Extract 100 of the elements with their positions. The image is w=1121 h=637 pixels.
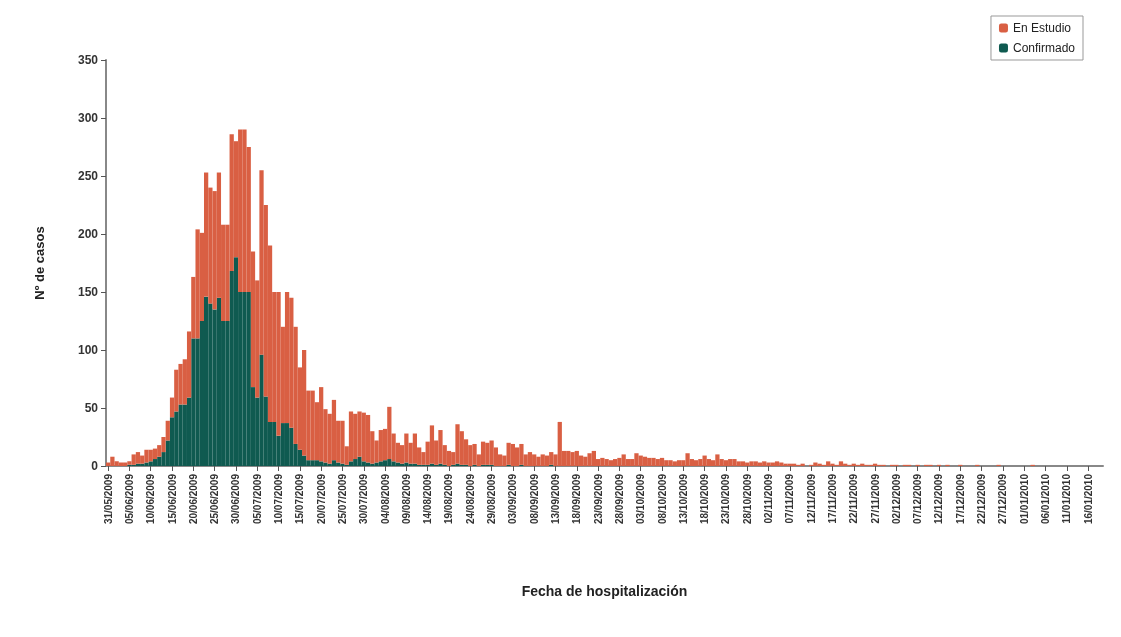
x-tick-label: 20/06/2009 (187, 473, 199, 525)
bar (429, 425, 435, 464)
bar (736, 461, 741, 466)
x-tick-label: 18/10/2009 (699, 473, 711, 525)
bar (838, 461, 844, 466)
y-tick-label: 150 (77, 285, 99, 299)
bar (800, 463, 805, 466)
bar (310, 460, 315, 466)
bar (702, 455, 707, 466)
x-tick-label: 25/06/2009 (209, 473, 221, 525)
bar (289, 427, 294, 466)
bar (301, 350, 307, 456)
y-tick-label: 100 (77, 343, 99, 357)
bar (144, 462, 149, 466)
bar (557, 421, 562, 466)
bar (284, 292, 290, 424)
x-tick-label: 27/11/2009 (869, 473, 881, 524)
bar (485, 442, 490, 465)
bar (706, 459, 712, 466)
bar (276, 292, 281, 436)
x-tick-label: 25/07/2009 (336, 473, 348, 525)
x-tick-label: 10/07/2009 (273, 473, 285, 525)
bar (608, 460, 614, 466)
x-tick-label: 17/11/2009 (826, 473, 838, 524)
bar (348, 411, 354, 462)
bar (826, 461, 831, 466)
x-tick-label: 12/12/2009 (933, 473, 945, 525)
bar (766, 462, 771, 466)
bar (540, 454, 545, 466)
bar (195, 229, 200, 339)
bar (331, 399, 337, 461)
bar (178, 404, 183, 466)
bar (378, 461, 383, 466)
bar (489, 440, 494, 465)
bar (740, 461, 746, 466)
bar (319, 387, 324, 462)
bar (374, 462, 379, 466)
bar (591, 450, 596, 466)
legend-label: En Estudio (1012, 21, 1072, 35)
bar (242, 129, 247, 292)
bar (361, 412, 366, 462)
x-tick-label: 01/01/2010 (1018, 473, 1030, 525)
bar (340, 463, 345, 466)
bar (148, 449, 153, 462)
x-tick-label: 31/05/2009 (102, 473, 114, 525)
bar (131, 454, 136, 465)
bar (144, 449, 149, 463)
y-tick-label: 350 (77, 53, 99, 67)
bar (387, 406, 392, 460)
bar (378, 430, 383, 462)
bar (246, 292, 251, 466)
x-tick-label: 30/06/2009 (230, 473, 242, 525)
bar (323, 462, 328, 466)
x-tick-label: 05/06/2009 (123, 473, 135, 525)
x-tick-label: 27/12/2009 (997, 473, 1009, 525)
bar (280, 423, 285, 466)
bar (583, 456, 588, 466)
x-tick-label: 20/07/2009 (315, 473, 327, 525)
bar (536, 456, 541, 466)
bar (412, 433, 418, 464)
bar (613, 459, 618, 466)
x-tick-label: 16/01/2010 (1082, 473, 1094, 525)
bar (353, 413, 358, 460)
x-tick-label: 02/11/2009 (763, 473, 775, 524)
bar (664, 460, 669, 466)
bar (532, 454, 537, 466)
bar (480, 441, 486, 465)
bar (813, 462, 818, 466)
x-tick-label: 07/12/2009 (912, 473, 924, 525)
bar (157, 456, 162, 466)
x-tick-label: 04/08/2009 (379, 473, 391, 525)
bar (685, 453, 690, 466)
bar (578, 455, 584, 466)
bar (404, 462, 409, 466)
bar (570, 452, 575, 466)
x-tick-label: 28/09/2009 (613, 473, 625, 525)
x-tick-label: 28/10/2009 (741, 473, 753, 525)
bar (634, 453, 639, 466)
y-tick-label: 250 (77, 169, 99, 183)
bar (152, 459, 158, 466)
x-tick-label: 12/11/2009 (805, 473, 817, 524)
x-tick-label: 06/01/2010 (1039, 473, 1051, 525)
x-tick-label: 15/06/2009 (166, 473, 178, 525)
x-tick-label: 09/08/2009 (400, 473, 412, 525)
bar (723, 460, 729, 466)
bar (527, 452, 533, 466)
bar (382, 460, 388, 466)
bar (306, 460, 311, 466)
bar (216, 297, 222, 466)
bar (647, 457, 652, 466)
bar (762, 461, 767, 466)
bar (651, 457, 656, 466)
bar (319, 461, 324, 466)
bar (357, 456, 362, 466)
bar (668, 460, 673, 466)
bar (204, 296, 209, 466)
x-tick-label: 13/10/2009 (677, 473, 689, 525)
bar (549, 452, 554, 465)
x-tick-label: 05/07/2009 (251, 473, 263, 525)
bar (314, 460, 320, 466)
